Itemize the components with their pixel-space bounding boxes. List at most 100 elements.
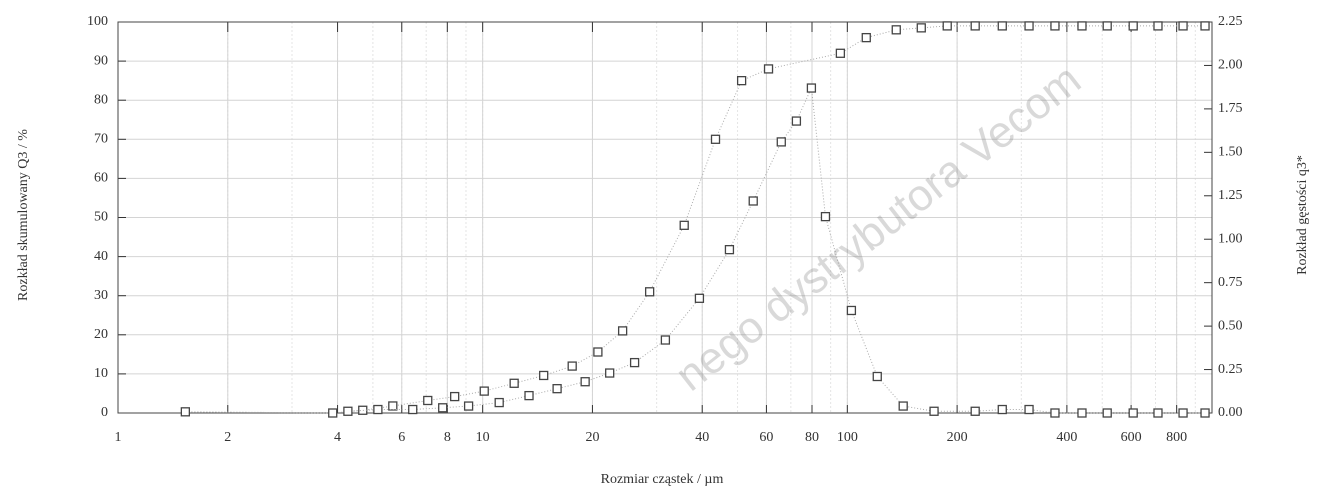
y2-tick-label: 1.25 — [1218, 188, 1243, 203]
data-point — [1077, 21, 1087, 31]
data-point — [328, 408, 338, 418]
data-point — [580, 377, 590, 387]
x-tick-label: 6 — [398, 430, 405, 445]
x-tick-label: 4 — [334, 430, 341, 445]
data-point — [373, 404, 383, 415]
data-point — [835, 48, 846, 58]
data-point — [494, 397, 504, 408]
y-axis-label: Rozkład skumulowany Q3 / % — [16, 129, 31, 301]
y-tick-label: 10 — [94, 366, 108, 381]
data-point — [1024, 404, 1034, 415]
data-point — [1128, 408, 1138, 418]
data-point — [736, 76, 747, 86]
y2-tick-label: 0.00 — [1218, 405, 1243, 420]
data-point — [1050, 408, 1060, 418]
data-point — [970, 406, 980, 416]
y-tick-label: 50 — [94, 210, 108, 225]
y2-tick-label: 2.25 — [1218, 14, 1243, 29]
data-point — [1077, 408, 1087, 418]
y2-tick-label: 1.75 — [1218, 101, 1243, 116]
data-point — [970, 21, 980, 31]
data-point — [438, 403, 448, 413]
data-point — [567, 361, 577, 371]
data-point — [997, 21, 1007, 31]
data-point — [724, 244, 735, 255]
data-point — [776, 137, 786, 147]
data-point — [763, 64, 774, 74]
y2-tick-label: 2.00 — [1218, 58, 1243, 73]
data-point — [872, 371, 882, 382]
data-point — [929, 406, 939, 416]
y2-tick-label: 1.50 — [1218, 145, 1243, 160]
data-point — [1178, 408, 1188, 418]
data-point — [1128, 21, 1138, 31]
data-point — [617, 326, 628, 336]
data-point — [552, 384, 562, 394]
x-tick-label: 200 — [947, 430, 968, 445]
watermark: nego dystrybutora Vecom — [667, 55, 1090, 401]
data-point — [898, 401, 908, 411]
y-tick-label: 70 — [94, 132, 108, 147]
y-tick-label: 30 — [94, 288, 108, 303]
data-point — [629, 357, 640, 368]
data-point — [1200, 408, 1210, 418]
data-point — [509, 378, 519, 388]
y2-tick-label: 0.75 — [1218, 275, 1243, 290]
data-point — [450, 391, 460, 402]
data-point — [180, 407, 191, 417]
data-point — [820, 211, 831, 222]
x-tick-label: 1 — [115, 430, 122, 445]
y-tick-label: 20 — [94, 327, 108, 342]
data-point — [1153, 21, 1163, 31]
data-point — [710, 134, 721, 144]
y2-tick-label: 1.00 — [1218, 231, 1243, 246]
data-point — [1200, 21, 1210, 31]
y-tick-label: 80 — [94, 92, 108, 107]
x-tick-label: 40 — [695, 430, 709, 445]
data-point — [524, 390, 534, 401]
data-point — [660, 335, 671, 345]
data-point — [479, 386, 489, 396]
data-point — [861, 32, 871, 43]
data-point — [423, 395, 433, 406]
x-tick-label: 80 — [805, 430, 819, 445]
x-tick-label: 8 — [444, 430, 451, 445]
data-point — [644, 287, 655, 297]
data-point — [1178, 21, 1188, 31]
data-point — [694, 293, 705, 303]
y2-tick-label: 0.25 — [1218, 362, 1243, 377]
plot-frame — [117, 21, 1213, 414]
x-tick-label: 100 — [837, 430, 858, 445]
y-tick-label: 40 — [94, 249, 108, 264]
x-tick-label: 400 — [1056, 430, 1077, 445]
data-point — [1102, 21, 1112, 31]
data-point — [916, 23, 926, 33]
data-point — [1050, 21, 1060, 31]
data-point — [539, 370, 549, 381]
data-point — [846, 305, 857, 316]
data-point — [942, 21, 952, 31]
y2-tick-label: 0.50 — [1218, 318, 1243, 333]
x-tick-label: 2 — [224, 430, 231, 445]
data-point — [593, 347, 603, 357]
data-point — [791, 116, 802, 126]
x-tick-label: 60 — [759, 430, 773, 445]
y-tick-label: 60 — [94, 171, 108, 186]
y2-axis-label: Rozkład gęstości q3* — [1295, 155, 1310, 275]
series-line — [347, 86, 1205, 414]
x-tick-label: 800 — [1166, 430, 1187, 445]
data-point — [343, 406, 353, 416]
y-tick-label: 0 — [101, 405, 108, 420]
data-point — [388, 401, 398, 411]
data-point — [463, 401, 474, 411]
data-point — [997, 404, 1007, 415]
data-point — [605, 368, 615, 378]
data-point — [1102, 408, 1112, 418]
x-tick-label: 600 — [1121, 430, 1142, 445]
data-point — [1153, 408, 1163, 418]
data-point — [679, 220, 689, 230]
data-point — [748, 196, 758, 206]
x-axis-label: Rozmiar cząstek / µm — [601, 472, 724, 487]
data-point — [1024, 21, 1034, 31]
